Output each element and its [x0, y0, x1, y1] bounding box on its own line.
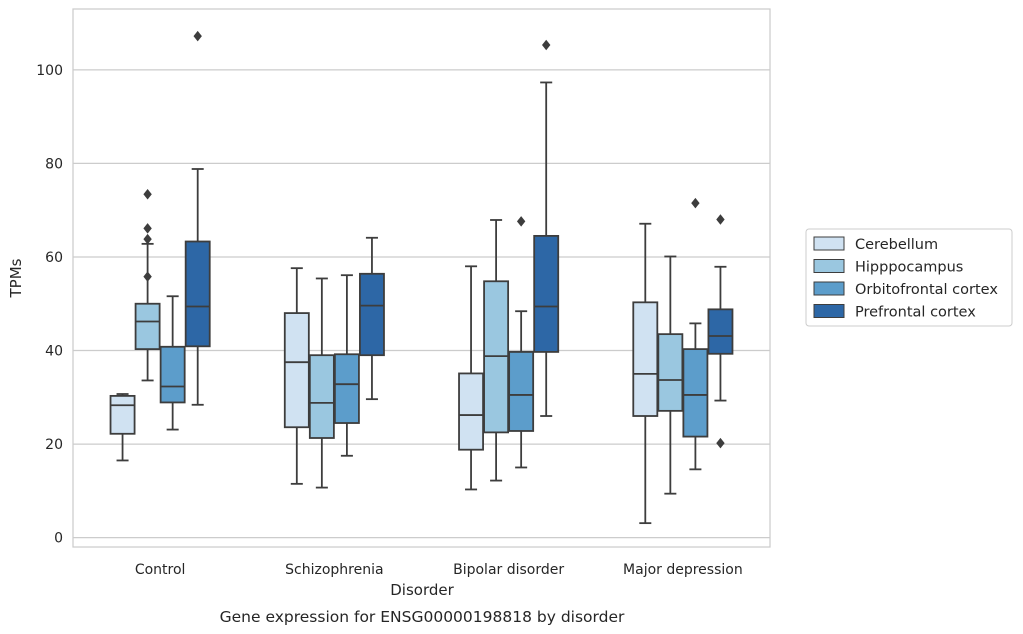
box-orbitofrontal-cortex	[159, 295, 186, 431]
x-tick-label: Major depression	[623, 562, 743, 578]
legend-entry: Orbitofrontal cortex	[813, 281, 998, 298]
outlier-point	[143, 223, 152, 234]
box-iqr	[184, 240, 211, 348]
box-hipppocampus	[657, 255, 684, 495]
outlier-point	[691, 197, 700, 209]
chart-caption: Gene expression for ENSG00000198818 by d…	[220, 608, 625, 626]
box-orbitofrontal-cortex	[333, 274, 360, 457]
y-tick-label: 60	[45, 250, 63, 266]
box-prefrontal-cortex	[184, 30, 211, 406]
box-hipppocampus	[483, 219, 510, 482]
box-iqr	[159, 345, 186, 404]
box-iqr	[632, 301, 659, 417]
outlier-point	[143, 233, 152, 245]
y-tick-label: 20	[45, 437, 63, 453]
box-orbitofrontal-cortex	[508, 216, 535, 469]
box-iqr	[458, 372, 484, 451]
legend-swatch	[813, 259, 845, 273]
y-axis-label: TPMs	[7, 258, 25, 298]
y-tick-label: 40	[45, 344, 63, 360]
y-tick-label: 80	[45, 156, 63, 172]
legend-entries: Cerebellum Hipppocampus Orbitofrontal cort…	[813, 236, 998, 321]
box-cerebellum	[458, 265, 484, 491]
outlier-point	[716, 214, 725, 225]
box-iqr	[707, 308, 734, 355]
legend-entry: Hipppocampus	[813, 259, 963, 276]
box-iqr	[682, 348, 709, 438]
box-prefrontal-cortex	[359, 236, 385, 401]
box-cerebellum	[283, 267, 310, 485]
box-iqr	[109, 394, 136, 435]
box-prefrontal-cortex	[707, 214, 734, 449]
outlier-point	[516, 216, 526, 227]
legend-entry: Prefrontal cortex	[813, 304, 976, 321]
box-iqr	[134, 302, 161, 351]
legend-label: Orbitofrontal cortex	[855, 282, 998, 298]
box-iqr	[359, 272, 385, 357]
box-iqr	[308, 354, 335, 439]
legend-label: Hipppocampus	[855, 260, 963, 276]
box-orbitofrontal-cortex	[682, 197, 709, 471]
x-tick-label: Bipolar disorder	[453, 562, 564, 578]
x-tick-labels: Control Schizophrenia Bipolar disorder Majo…	[135, 562, 743, 578]
box-cerebellum	[632, 222, 659, 525]
box-layer	[109, 30, 734, 525]
outlier-point	[541, 39, 551, 51]
outlier-point	[143, 271, 152, 282]
outlier-point	[193, 30, 202, 42]
box-iqr	[283, 312, 310, 429]
outlier-point	[716, 437, 725, 449]
box-cerebellum	[109, 393, 136, 462]
box-iqr	[533, 234, 560, 353]
y-tick-labels: 0 20 40 60 80 100	[36, 63, 63, 547]
plot-area	[73, 9, 770, 547]
x-axis-label: Disorder	[390, 581, 454, 599]
y-tick-label: 0	[54, 531, 63, 547]
box-hipppocampus	[308, 277, 335, 489]
box-prefrontal-cortex	[533, 39, 560, 417]
x-tick-label: Schizophrenia	[285, 562, 383, 578]
legend-frame	[805, 228, 1013, 327]
y-tick-label: 100	[36, 63, 63, 79]
box-iqr	[508, 351, 535, 432]
legend-entry: Cerebellum	[813, 236, 938, 253]
outlier-point	[143, 189, 152, 200]
legend-label: Prefrontal cortex	[855, 305, 976, 321]
legend-swatch	[813, 236, 845, 251]
box-iqr	[333, 353, 360, 424]
box-hipppocampus	[134, 189, 161, 382]
x-tick-label: Control	[135, 562, 186, 578]
plot-frame	[72, 8, 771, 548]
legend-label: Cerebellum	[855, 237, 938, 253]
legend: Cerebellum Hipppocampus Orbitofrontal cort…	[805, 228, 1013, 327]
box-iqr	[657, 333, 684, 412]
legend-swatch	[813, 304, 845, 318]
legend-swatch	[813, 281, 845, 296]
